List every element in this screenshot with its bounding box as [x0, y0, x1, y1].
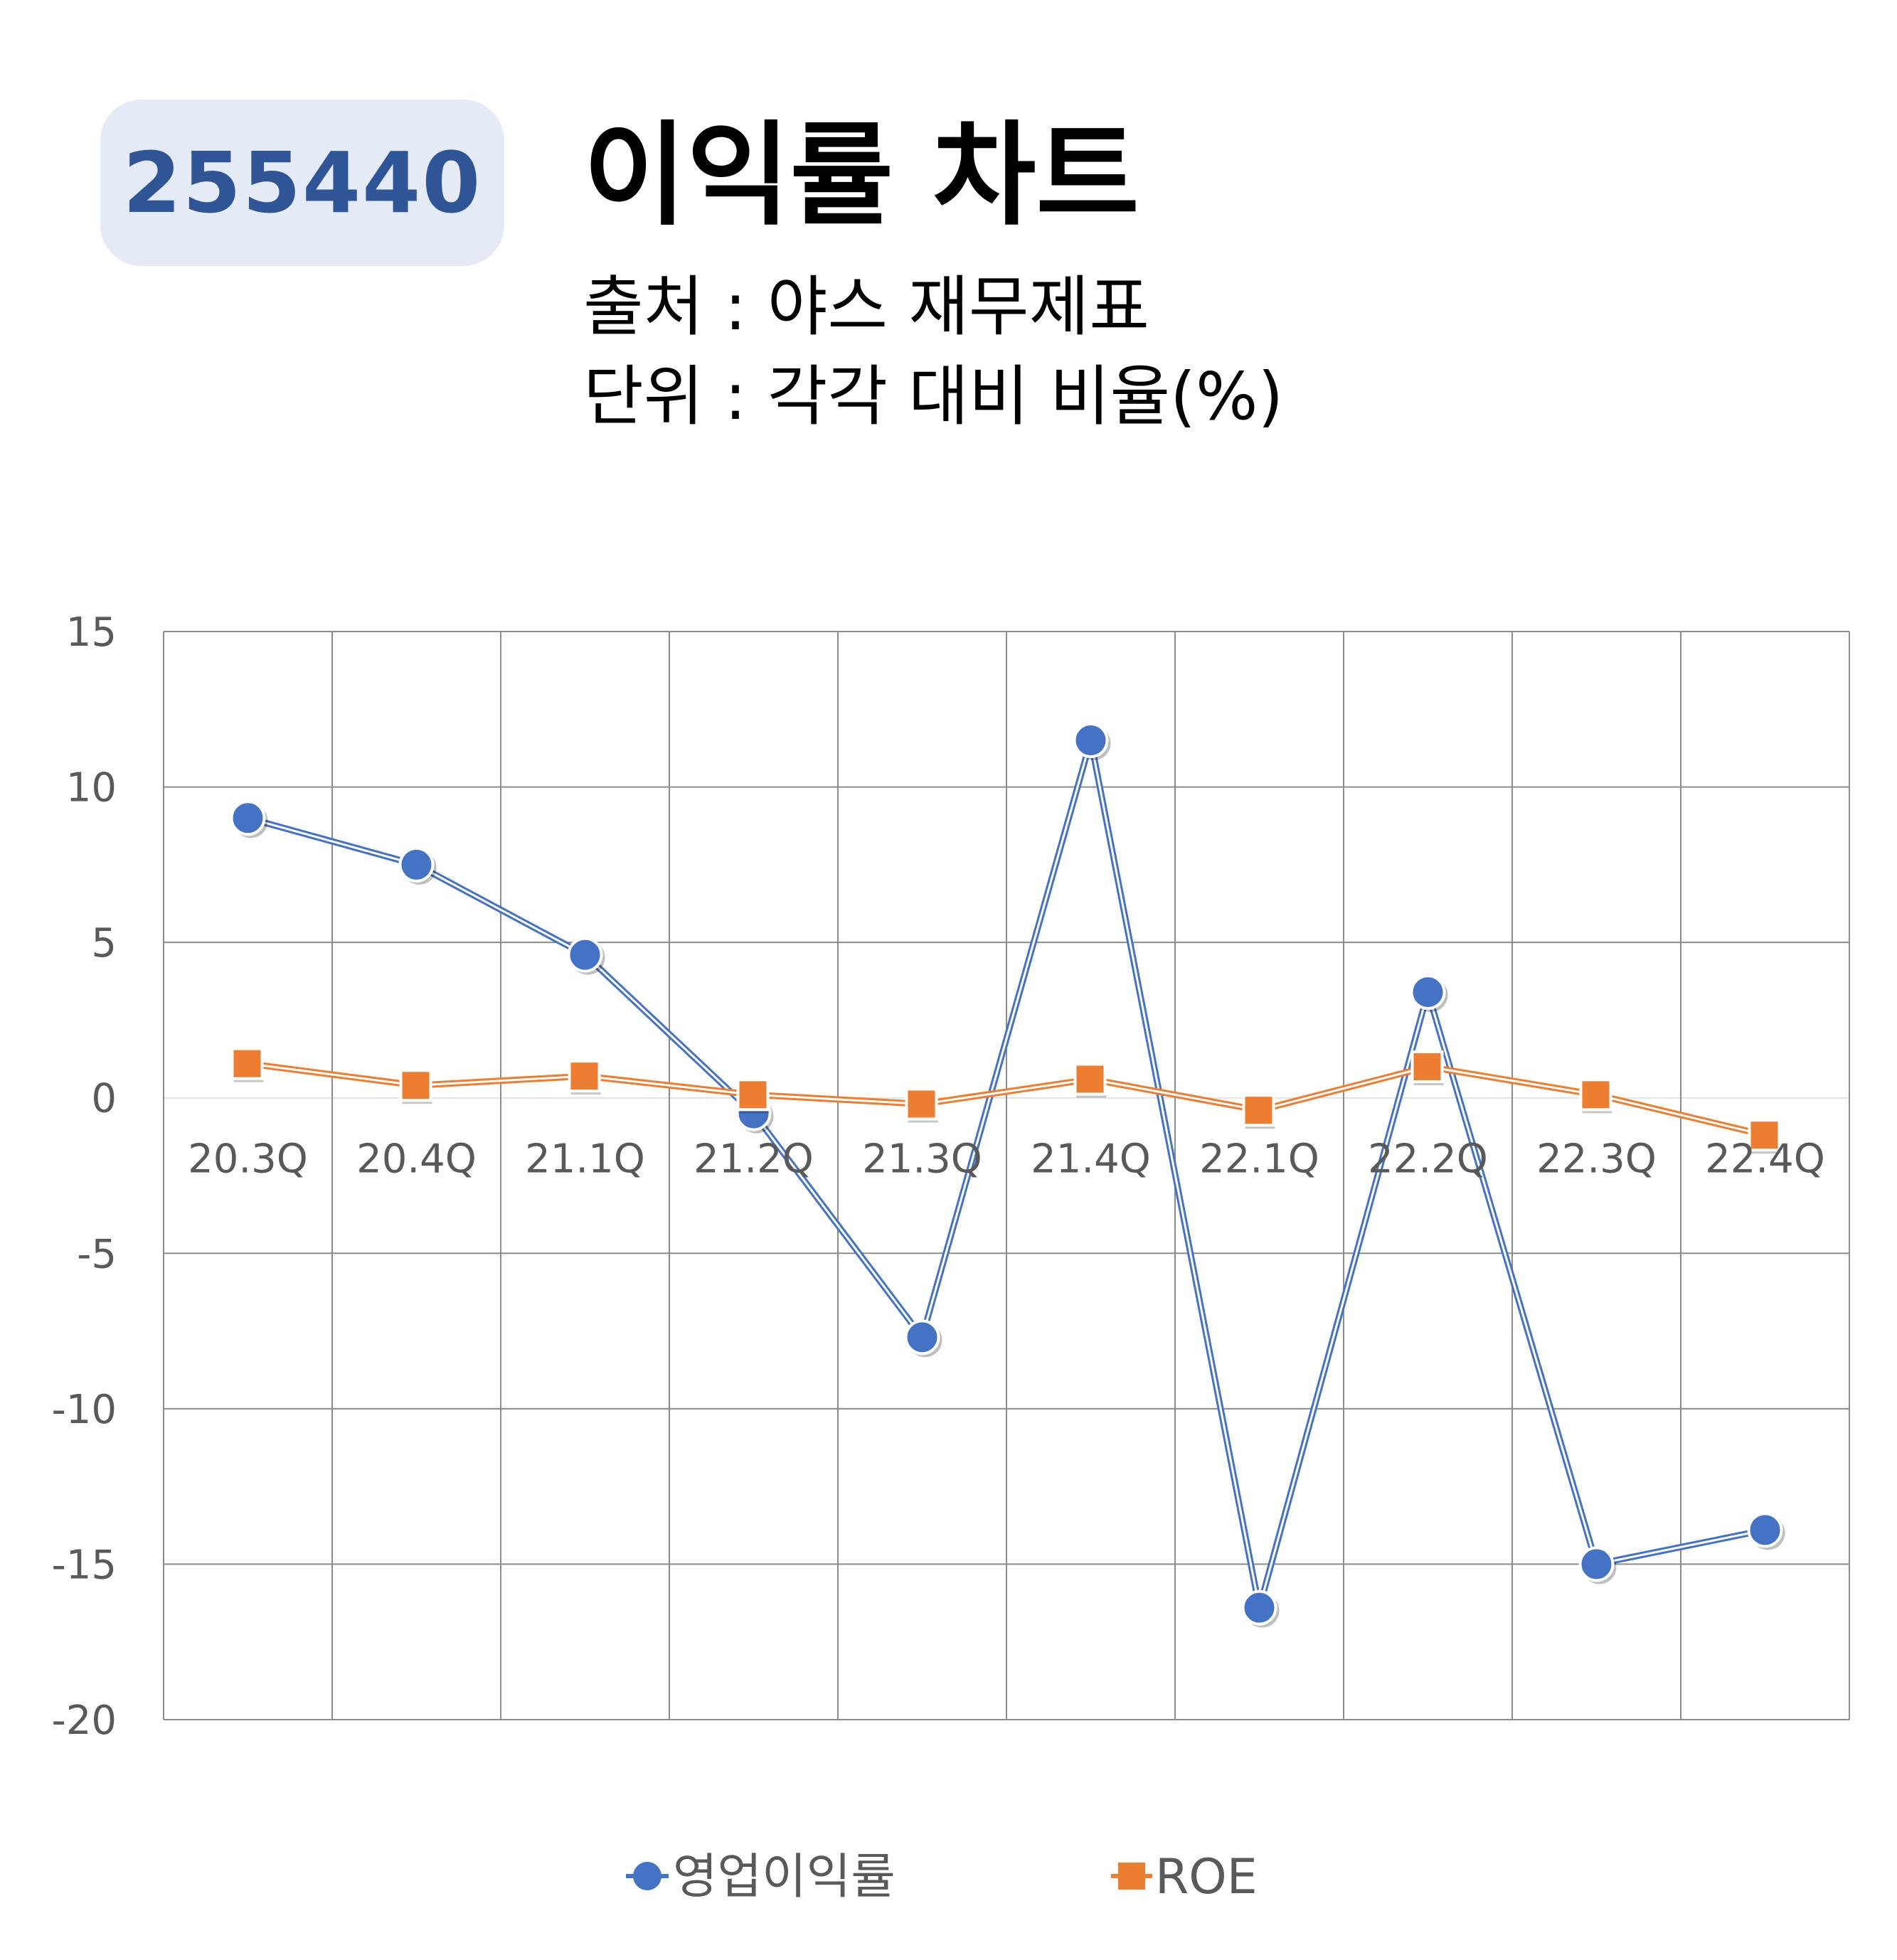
data-point-circle: [1747, 1512, 1783, 1548]
data-point-circle: [398, 846, 435, 883]
margin-line-chart: 15 10 5 0 -5 -10 -15 -20 20.3Q 20.4Q 21.1Q 21.2Q 21…: [52, 609, 1850, 1905]
legend-label-operating-margin: 영업이익률: [673, 1849, 896, 1905]
x-tick-label: 21.4Q: [1031, 1136, 1151, 1183]
data-point-square: [1579, 1078, 1612, 1112]
data-point-square: [399, 1069, 432, 1102]
stock-code-badge: 255440: [100, 100, 504, 266]
unit-text: 단위 : 각각 대비 비율(%): [583, 358, 1284, 435]
data-point-circle: [1073, 723, 1109, 758]
legend-marker-operating-margin: [633, 1862, 661, 1890]
legend-label-roe: ROE: [1155, 1849, 1258, 1905]
stock-code: 255440: [122, 134, 482, 232]
y-axis-ticks: 15 10 5 0 -5 -10 -15 -20: [52, 609, 117, 1744]
y-tick-label: 0: [91, 1076, 117, 1122]
x-tick-label: 22.4Q: [1705, 1136, 1825, 1183]
data-point-circle: [1241, 1589, 1277, 1626]
x-tick-label: 20.4Q: [356, 1136, 477, 1183]
source-text: 출처 : 야스 재무제표: [583, 269, 1149, 345]
x-tick-label: 22.2Q: [1368, 1136, 1488, 1183]
x-tick-label: 21.2Q: [694, 1136, 814, 1183]
x-tick-label: 21.1Q: [525, 1136, 645, 1183]
data-point-square: [1410, 1050, 1444, 1083]
legend-marker-roe: [1118, 1863, 1145, 1890]
data-point-circle: [230, 800, 266, 836]
chart-series: [230, 723, 1785, 1628]
data-point-circle: [904, 1319, 940, 1356]
y-tick-label: -15: [52, 1542, 117, 1588]
x-tick-label: 21.3Q: [862, 1136, 982, 1183]
data-point-square: [736, 1078, 770, 1112]
series-line: [248, 1062, 1765, 1136]
y-tick-label: -20: [52, 1698, 117, 1744]
page-title: 이익률 차트: [583, 110, 1139, 241]
x-tick-label: 22.1Q: [1199, 1136, 1319, 1183]
data-point-circle: [1578, 1546, 1615, 1582]
x-tick-label: 22.3Q: [1536, 1136, 1657, 1183]
x-axis-ticks: 20.3Q 20.4Q 21.1Q 21.2Q 21.3Q 21.4Q 22.1Q 22.2Q…: [188, 1136, 1825, 1183]
y-tick-label: 5: [91, 920, 117, 966]
y-tick-label: -5: [77, 1231, 117, 1277]
x-tick-label: 20.3Q: [188, 1136, 308, 1183]
data-point-square: [1073, 1062, 1107, 1096]
data-point-square: [905, 1087, 938, 1121]
data-point-square: [1748, 1119, 1781, 1152]
data-point-circle: [1410, 974, 1446, 1011]
data-point-circle: [567, 937, 603, 973]
y-tick-label: 15: [66, 609, 117, 656]
data-point-square: [230, 1047, 264, 1080]
chart-grid: [163, 631, 1850, 1720]
y-tick-label: 10: [66, 765, 117, 811]
y-tick-label: -10: [52, 1387, 117, 1433]
series-line: [248, 739, 1765, 1609]
chart-legend: 영업이익률 ROE: [626, 1849, 1258, 1905]
data-point-square: [1242, 1094, 1275, 1127]
data-point-square: [568, 1060, 601, 1093]
